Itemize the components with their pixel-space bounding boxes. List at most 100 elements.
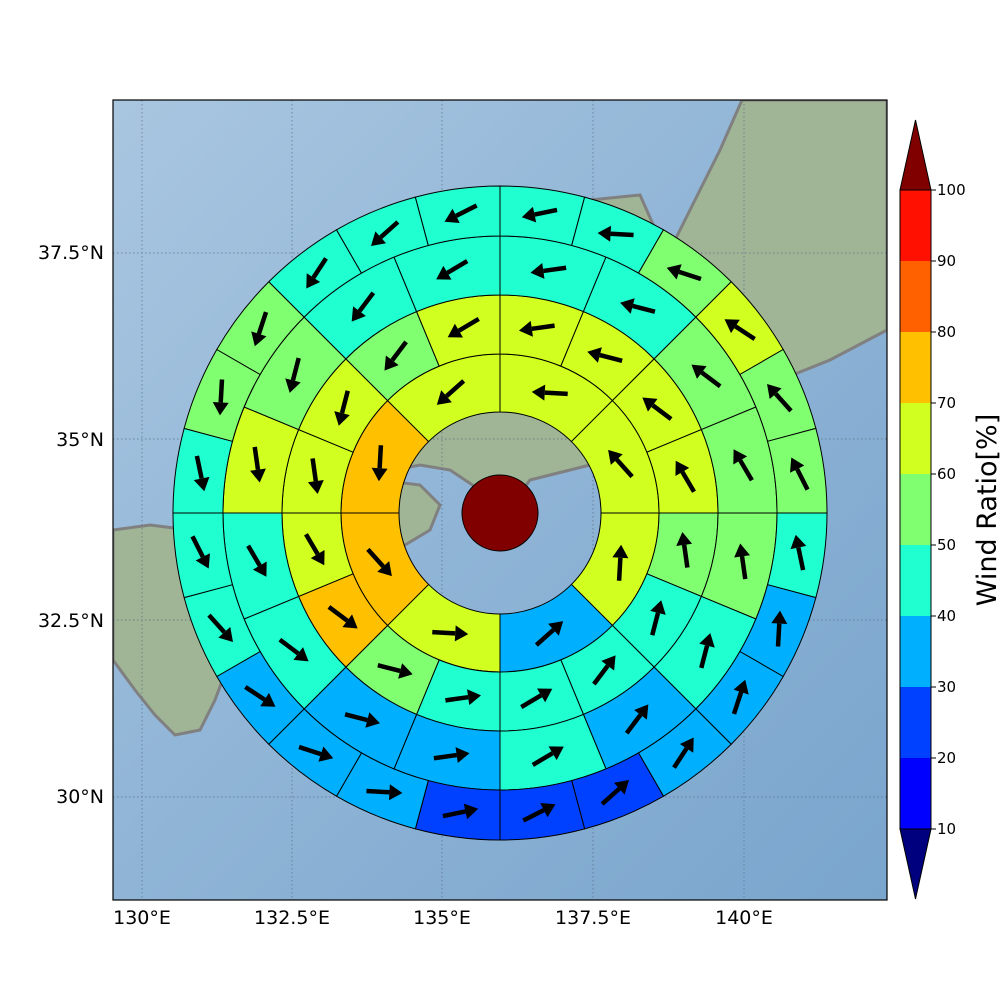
wind-arrow-shaft	[304, 533, 320, 556]
wind-arrow	[344, 712, 380, 728]
colorbar-label: Wind Ratio[%]	[972, 414, 1000, 606]
wind-arrow-head	[318, 746, 334, 762]
wind-arrow-shaft	[650, 612, 661, 636]
colorbar-segment	[900, 474, 931, 545]
wind-arrow	[521, 206, 558, 223]
wind-arrow-head	[195, 553, 210, 569]
wind-arrow-head	[436, 390, 452, 405]
colorbar-segment	[900, 403, 931, 474]
wind-arrow	[278, 637, 309, 662]
grid-cell	[414, 779, 501, 841]
wind-arrow	[371, 220, 400, 246]
wind-arrow-shaft	[520, 693, 543, 709]
wind-arrow-shaft	[207, 613, 226, 634]
wind-arrow-head	[733, 449, 748, 465]
wind-arrow	[600, 780, 629, 806]
wind-arrow-head	[371, 467, 388, 482]
wind-arrow	[304, 533, 325, 566]
wind-arrow-head	[612, 544, 629, 559]
wind-arrow-shaft	[775, 623, 782, 647]
wind-arrow-head	[530, 263, 545, 279]
colorbar-tick-label: 80	[937, 323, 956, 341]
map-frame	[112, 99, 888, 901]
wind-arrow-shaft	[298, 744, 322, 757]
wind-arrow-shaft	[433, 752, 457, 761]
colorbar-tick-label: 60	[937, 465, 956, 483]
wind-arrow	[384, 340, 408, 371]
wind-arrow-shaft	[246, 544, 262, 567]
wind-arrow-head	[597, 225, 612, 242]
wind-arrow	[442, 803, 479, 820]
wind-arrow	[250, 446, 266, 483]
colorbar-segment	[900, 332, 931, 403]
wind-arrow-shaft	[366, 788, 390, 795]
wind-arrow-shaft	[290, 357, 301, 381]
wind-arrow	[592, 655, 616, 686]
wind-arrow-head	[310, 550, 325, 566]
wind-arrow	[672, 737, 694, 769]
wind-arrow-shaft	[680, 470, 696, 493]
wind-arrow	[444, 203, 478, 223]
wind-arrow-head	[518, 320, 533, 337]
x-axis-ticks: 130°E 132.5°E 135°E 137.5°E 140°E	[113, 907, 773, 929]
y-tick-label: 35°N	[56, 429, 104, 451]
wind-arrow-shaft	[700, 370, 722, 389]
wind-arrow	[531, 746, 564, 767]
wind-arrow-shaft	[339, 390, 350, 414]
colorbar-segments	[899, 119, 932, 900]
colorbar-over-extension	[899, 119, 932, 191]
wind-arrow-shaft	[256, 311, 269, 335]
wind-arrow-head	[342, 614, 358, 629]
wind-arrow-head	[444, 208, 460, 223]
wind-arrow-head	[306, 273, 321, 289]
wind-arrows	[190, 203, 810, 823]
wind-arrow-head	[371, 231, 387, 246]
wind-arrow-head	[463, 803, 479, 820]
y-axis-ticks: 37.5°N 35°N 32.5°N 30°N	[38, 242, 104, 808]
wind-arrow-head	[790, 457, 805, 473]
wind-arrow-shaft	[600, 787, 621, 806]
colorbar-segment	[900, 545, 931, 616]
y-tick-label: 37.5°N	[38, 242, 104, 264]
wind-arrow-shaft	[442, 809, 466, 819]
wind-arrow-head	[521, 206, 537, 223]
wind-arrow-shaft	[244, 685, 266, 702]
wind-arrow-shaft	[278, 637, 300, 656]
wind-arrow-head	[334, 411, 350, 426]
wind-arrow	[445, 689, 482, 706]
wind-arrow-shaft	[377, 663, 401, 674]
wind-arrow-head	[251, 331, 267, 347]
wind-arrow-head	[767, 384, 782, 400]
x-tick-label: 137.5°E	[555, 907, 631, 929]
wind-arrow	[307, 458, 324, 495]
wind-arrow-head	[699, 633, 715, 648]
wind-arrow-shaft	[534, 628, 555, 647]
grid-cell	[499, 185, 586, 247]
wind-arrow-shaft	[310, 458, 319, 482]
wind-ratio-grid	[172, 185, 828, 841]
wind-arrow	[518, 320, 555, 337]
wind-arrow-head	[634, 704, 649, 720]
wind-arrow-head	[447, 323, 463, 338]
wind-arrow-shaft	[194, 455, 204, 479]
wind-arrow-head	[436, 265, 452, 280]
wind-arrow-head	[293, 647, 309, 662]
wind-arrow	[597, 225, 634, 242]
wind-arrow-shaft	[738, 459, 754, 482]
wind-arrow-shaft	[252, 446, 261, 470]
wind-arrow	[207, 613, 233, 642]
wind-arrow	[366, 784, 403, 801]
colorbar-tick-label: 50	[937, 536, 956, 554]
colorbar-segment	[900, 616, 931, 687]
wind-arrow-shaft	[357, 291, 376, 313]
wind-arrow-shaft	[218, 379, 225, 403]
wind-arrow-shaft	[522, 808, 545, 823]
wind-arrow-shaft	[616, 557, 623, 581]
wind-arrow-head	[666, 264, 682, 280]
colorbar-tick-label: 30	[937, 678, 956, 696]
wind-arrow	[724, 319, 756, 341]
wind-arrow-shaft	[311, 257, 328, 279]
wind-arrow-shaft	[446, 259, 469, 275]
wind-arrow-head	[398, 663, 413, 679]
